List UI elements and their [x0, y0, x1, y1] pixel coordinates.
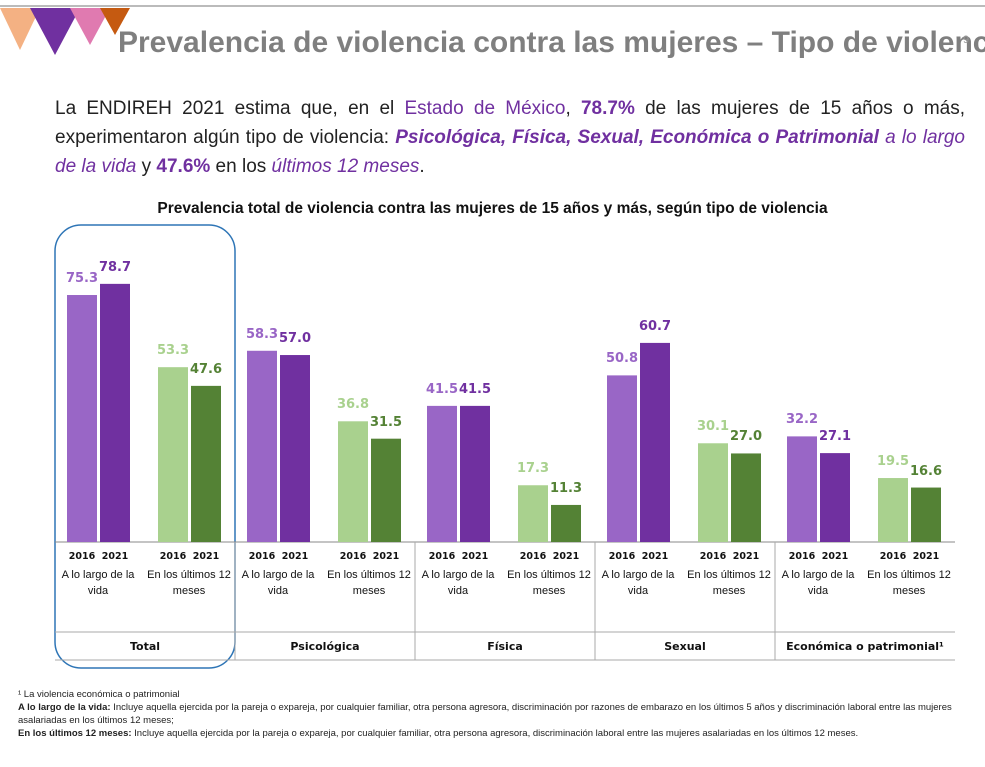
bar — [427, 406, 457, 542]
year-label: 2021 — [97, 551, 133, 562]
year-label: 2021 — [637, 551, 673, 562]
bar — [640, 343, 670, 542]
value-label: 47.6 — [186, 362, 226, 377]
bar — [911, 488, 941, 542]
year-label: 2021 — [548, 551, 584, 562]
value-label: 32.2 — [782, 412, 822, 427]
period-label: A lo largo de la vida — [415, 567, 501, 599]
slide-title: Prevalencia de violencia contra las muje… — [118, 26, 985, 60]
value-label: 11.3 — [546, 481, 586, 496]
text: Estado de México — [404, 98, 565, 119]
year-label: 2016 — [604, 551, 640, 562]
value-label: 41.5 — [455, 382, 495, 397]
year-label: 2021 — [368, 551, 404, 562]
year-label: 2016 — [64, 551, 100, 562]
footnote: En los últimos 12 meses: Incluye aquella… — [18, 727, 968, 740]
text: . — [419, 156, 424, 177]
year-label: 2016 — [875, 551, 911, 562]
footnote: A lo largo de la vida: Incluye aquella e… — [18, 701, 968, 727]
value-label: 36.8 — [333, 397, 373, 412]
year-label: 2021 — [817, 551, 853, 562]
footnotes: ¹ La violencia económica o patrimonial A… — [18, 688, 968, 740]
period-label: A lo largo de la vida — [235, 567, 321, 599]
value-label: 53.3 — [153, 343, 193, 358]
term: A lo largo de la vida: — [18, 702, 111, 713]
bar — [100, 284, 130, 542]
year-label: 2021 — [457, 551, 493, 562]
text: La ENDIREH 2021 estima que, en el — [55, 98, 404, 119]
period-label: En los últimos 12 meses — [326, 567, 412, 599]
period-label: En los últimos 12 meses — [686, 567, 772, 599]
period-label: En los últimos 12 meses — [866, 567, 952, 599]
period-label: A lo largo de la vida — [595, 567, 681, 599]
bar — [67, 295, 97, 542]
value-label: 78.7 — [95, 260, 135, 275]
bar — [460, 406, 490, 542]
bar — [878, 478, 908, 542]
period-label: A lo largo de la vida — [775, 567, 861, 599]
text: Incluye aquella ejercida por la pareja o… — [132, 728, 859, 739]
text: 47.6% — [156, 156, 210, 177]
bar — [247, 351, 277, 542]
text: Incluye aquella ejercida por la pareja o… — [18, 702, 952, 726]
period-label: A lo largo de la vida — [55, 567, 141, 599]
value-label: 17.3 — [513, 461, 553, 476]
year-label: 2016 — [335, 551, 371, 562]
text: y — [136, 156, 156, 177]
group-label: Psicológica — [235, 640, 415, 653]
bar — [280, 355, 310, 542]
bar — [158, 367, 188, 542]
group-label: Sexual — [595, 640, 775, 653]
value-label: 27.1 — [815, 429, 855, 444]
bar — [731, 453, 761, 542]
year-label: 2016 — [784, 551, 820, 562]
page: Prevalencia de violencia contra las muje… — [0, 0, 985, 767]
bar — [371, 439, 401, 542]
group-label: Física — [415, 640, 595, 653]
year-label: 2021 — [728, 551, 764, 562]
year-label: 2021 — [908, 551, 944, 562]
bar — [787, 436, 817, 542]
year-label: 2016 — [244, 551, 280, 562]
value-label: 60.7 — [635, 319, 675, 334]
year-label: 2016 — [155, 551, 191, 562]
year-label: 2021 — [277, 551, 313, 562]
text: últimos 12 meses — [272, 156, 420, 177]
value-label: 31.5 — [366, 415, 406, 430]
year-label: 2016 — [424, 551, 460, 562]
year-label: 2016 — [515, 551, 551, 562]
bar — [820, 453, 850, 542]
period-label: En los últimos 12 meses — [506, 567, 592, 599]
group-label: Total — [55, 640, 235, 653]
bar — [191, 386, 221, 542]
term: En los últimos 12 meses: — [18, 728, 132, 739]
bar — [607, 375, 637, 542]
text: en los — [210, 156, 271, 177]
value-label: 16.6 — [906, 464, 946, 479]
period-label: En los últimos 12 meses — [146, 567, 232, 599]
text: , — [565, 98, 581, 119]
value-label: 57.0 — [275, 331, 315, 346]
chart-title: Prevalencia total de violencia contra la… — [0, 200, 985, 218]
decor — [30, 8, 80, 55]
bar — [698, 443, 728, 542]
year-label: 2021 — [188, 551, 224, 562]
value-label: 27.0 — [726, 429, 766, 444]
footnote: ¹ La violencia económica o patrimonial — [18, 688, 968, 701]
page-number: 9 — [963, 34, 969, 46]
year-label: 2016 — [695, 551, 731, 562]
group-label: Económica o patrimonial¹ — [775, 640, 955, 653]
value-label: 50.8 — [602, 351, 642, 366]
intro: La ENDIREH 2021 estima que, en el Estado… — [55, 94, 965, 181]
bar — [338, 421, 368, 542]
text: Psicológica, Física, Sexual, Económica o… — [395, 127, 879, 148]
bar — [551, 505, 581, 542]
text: 78.7% — [581, 98, 635, 119]
bar — [518, 485, 548, 542]
